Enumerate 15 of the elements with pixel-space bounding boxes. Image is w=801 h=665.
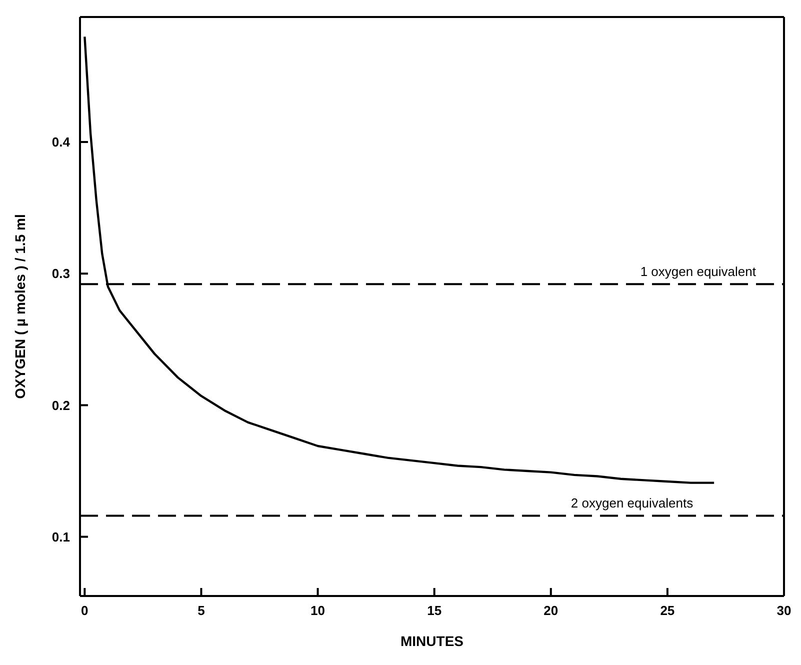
y-tick-label: 0.2 (52, 398, 70, 413)
ref-line-label: 2 oxygen equivalents (570, 496, 694, 511)
y-axis-title: OXYGEN ( µ moles ) / 1.5 ml (12, 214, 28, 399)
ref-line-label: 1 oxygen equivalent (640, 264, 756, 280)
x-tick-label: 15 (427, 603, 442, 618)
x-tick-label: 20 (544, 603, 558, 618)
x-tick-label: 10 (310, 603, 326, 618)
y-tick-label: 0.1 (52, 529, 70, 544)
x-tick-label: 30 (776, 603, 792, 618)
x-tick-label: 25 (660, 603, 675, 618)
x-axis-title: MINUTES (400, 633, 464, 649)
x-tick-label: 5 (198, 603, 205, 618)
y-tick-label: 0.3 (52, 266, 70, 282)
y-tick-label: 0.4 (52, 134, 71, 150)
x-tick-label: 0 (81, 603, 88, 618)
